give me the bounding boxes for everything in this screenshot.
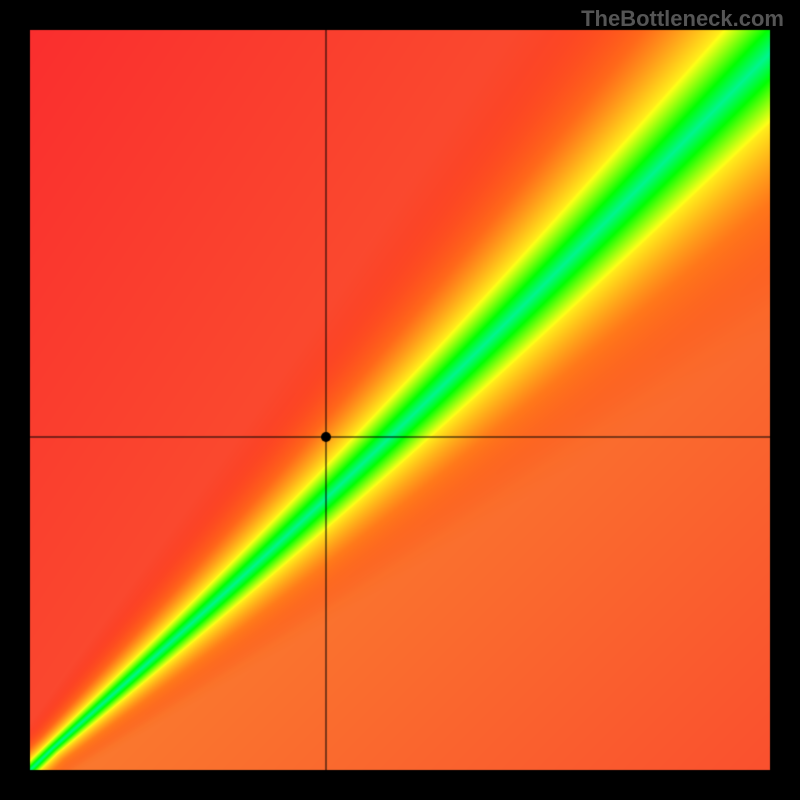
watermark-text: TheBottleneck.com xyxy=(581,6,784,32)
bottleneck-heatmap xyxy=(0,0,800,800)
